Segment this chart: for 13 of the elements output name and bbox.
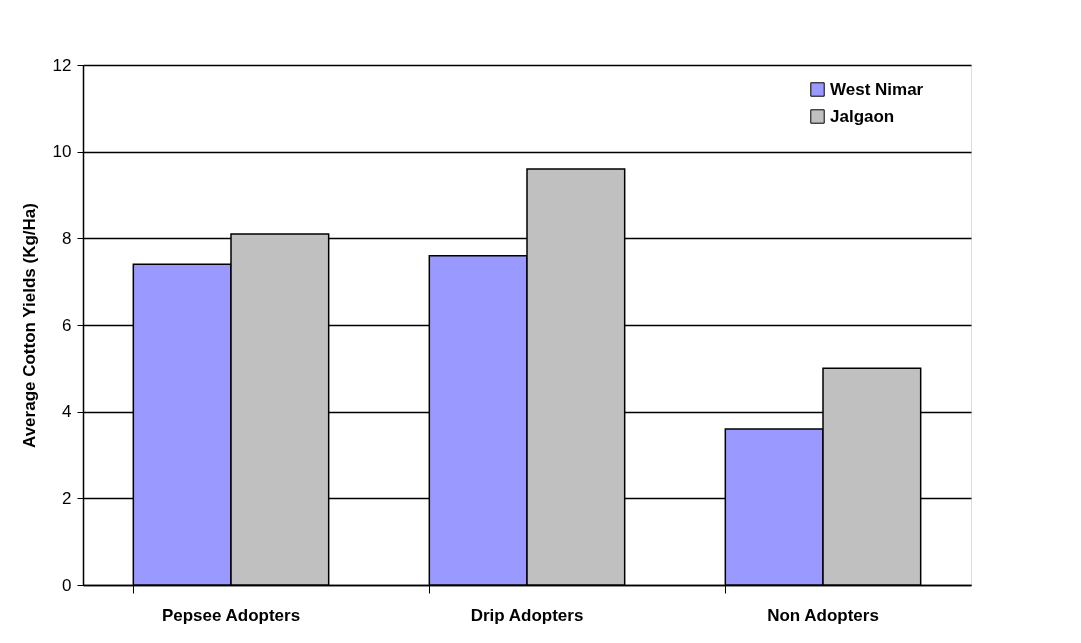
y-tick-label: 10 [52,142,72,162]
y-tick-label: 4 [62,402,72,422]
legend-label: West Nimar [830,79,924,99]
y-tick-label: 0 [62,575,72,595]
x-tick-label: Pepsee Adopters [161,605,301,625]
x-tick-label: Drip Adopters [470,605,584,625]
legend-label: Jalgaon [830,106,895,126]
y-tick-label: 8 [62,228,72,248]
y-tick-label: 2 [62,488,72,508]
y-axis-title: Average Cotton Yields (Kg/Ha) [19,203,39,448]
y-tick-label: 12 [52,55,72,75]
x-tick-label: Non Adopters [767,605,879,625]
y-tick-label: 6 [62,315,72,335]
